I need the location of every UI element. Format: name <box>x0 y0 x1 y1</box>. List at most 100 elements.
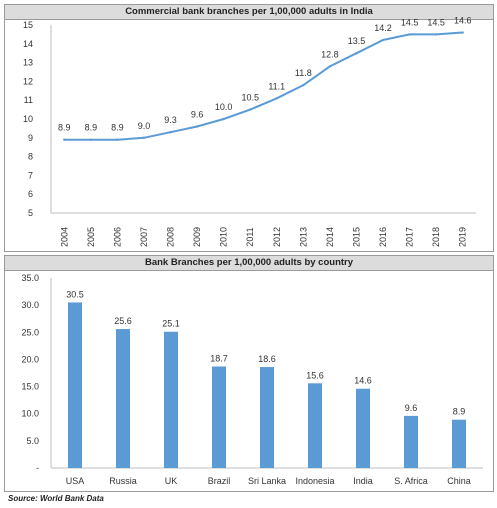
data-label: 12.8 <box>321 49 339 59</box>
data-label: 30.5 <box>66 289 84 299</box>
bar-chart-svg: - 5.0 10.0 15.0 20.0 25.0 30.0 35.0 30.5 USA 25.6 R… <box>21 273 483 486</box>
bar <box>452 419 466 468</box>
y-tick-label: 13 <box>23 58 33 68</box>
bar <box>164 331 178 468</box>
bar <box>68 302 82 468</box>
data-point <box>434 33 438 36</box>
line-chart-svg: 5 6 7 8 9 10 11 12 13 14 15 2004 2005 2006 2007 2008 200… <box>23 16 476 247</box>
data-label: 9.6 <box>405 403 418 413</box>
x-tick-label: 2018 <box>431 227 441 247</box>
x-tick-label: USA <box>66 476 85 486</box>
data-label: 8.9 <box>58 123 71 133</box>
data-label: 10.5 <box>241 93 259 103</box>
data-label: 18.6 <box>258 354 276 364</box>
data-label: 14.2 <box>374 23 392 33</box>
x-tick-label: 2012 <box>272 227 282 247</box>
data-point <box>408 33 411 36</box>
x-tick-label: Russia <box>109 476 137 486</box>
data-point <box>249 108 252 111</box>
data-label: 9.0 <box>138 121 151 131</box>
x-tick-label: 2006 <box>112 227 122 247</box>
india-branches-chart: Commercial bank branches per 1,00,000 ad… <box>4 4 494 252</box>
y-tick-label: 15.0 <box>21 382 39 392</box>
y-tick-label: 35.0 <box>21 273 39 283</box>
data-point <box>116 138 119 141</box>
bar <box>212 366 226 468</box>
data-label: 11.8 <box>295 68 312 78</box>
data-label: 14.5 <box>401 17 419 27</box>
data-label: 8.9 <box>453 407 466 417</box>
y-tick-label: 15 <box>23 20 33 30</box>
x-tick-label: 2011 <box>245 227 255 246</box>
data-point <box>381 38 385 42</box>
x-tick-label: 2004 <box>59 227 69 247</box>
bar <box>356 388 370 468</box>
x-tick-label: Indonesia <box>295 476 334 486</box>
data-point <box>222 117 225 121</box>
y-tick-label: 6 <box>28 189 33 199</box>
y-tick-label: 5.0 <box>26 436 39 446</box>
x-tick-label: 2009 <box>192 227 202 247</box>
y-tick-label: 14 <box>23 39 33 49</box>
data-label: 9.3 <box>164 115 177 125</box>
chart-title: Bank Branches per 1,00,000 adults by cou… <box>5 256 493 271</box>
data-point <box>169 130 172 134</box>
data-label: 25.6 <box>114 316 132 326</box>
data-point <box>355 52 358 55</box>
y-tick-label: 25.0 <box>21 327 39 337</box>
data-point <box>461 31 464 34</box>
y-tick-label: 9 <box>28 133 33 143</box>
source-note: Source: World Bank Data <box>8 494 104 503</box>
bar <box>116 329 130 468</box>
data-label: 11.1 <box>268 81 285 91</box>
data-point <box>275 97 278 100</box>
y-tick-label: 5 <box>28 208 33 218</box>
x-tick-label: 2017 <box>405 227 415 247</box>
x-tick-label: Sri Lanka <box>248 476 286 486</box>
data-label: 8.9 <box>85 123 98 133</box>
data-label: 14.5 <box>427 17 445 27</box>
x-tick-label: Brazil <box>208 476 231 486</box>
x-tick-label: 2010 <box>219 227 229 247</box>
y-tick-label: 30.0 <box>21 300 39 310</box>
x-tick-label: 2019 <box>458 227 468 247</box>
y-tick-label: 11 <box>24 95 33 105</box>
y-tick-label: 8 <box>28 152 33 162</box>
x-tick-label: China <box>447 476 471 486</box>
data-point <box>328 65 332 68</box>
country-branches-chart: Bank Branches per 1,00,000 adults by cou… <box>4 255 494 492</box>
y-tick-label: - <box>36 463 39 473</box>
data-point <box>302 83 305 87</box>
data-label: 14.6 <box>454 16 472 26</box>
data-label: 13.5 <box>348 36 366 46</box>
data-point <box>63 138 66 141</box>
y-tick-label: 10.0 <box>21 409 39 419</box>
y-tick-label: 10 <box>23 114 33 124</box>
x-tick-label: S. Africa <box>394 476 428 486</box>
y-tick-label: 7 <box>28 170 33 180</box>
data-label: 25.1 <box>162 319 180 329</box>
bar <box>404 415 418 468</box>
data-label: 10.0 <box>215 102 233 112</box>
bar <box>260 367 274 468</box>
data-label: 15.6 <box>306 370 324 380</box>
data-point <box>89 138 93 141</box>
x-tick-label: 2014 <box>325 227 335 247</box>
x-tick-label: 2015 <box>351 227 361 247</box>
data-label: 18.7 <box>210 353 228 363</box>
data-point <box>195 125 199 128</box>
x-tick-label: 2005 <box>86 227 96 247</box>
x-tick-label: 2013 <box>298 227 308 247</box>
bar <box>308 383 322 468</box>
data-label: 9.6 <box>191 110 204 120</box>
data-label: 8.9 <box>111 123 124 133</box>
x-tick-label: 2007 <box>139 227 149 247</box>
x-tick-label: India <box>353 476 373 486</box>
chart-title: Commercial bank branches per 1,00,000 ad… <box>5 5 493 20</box>
y-tick-label: 20.0 <box>21 354 39 364</box>
data-point <box>142 136 146 139</box>
series-line <box>64 31 463 141</box>
x-tick-label: UK <box>165 476 178 486</box>
x-tick-label: 2008 <box>166 227 176 247</box>
x-tick-label: 2016 <box>378 227 388 247</box>
